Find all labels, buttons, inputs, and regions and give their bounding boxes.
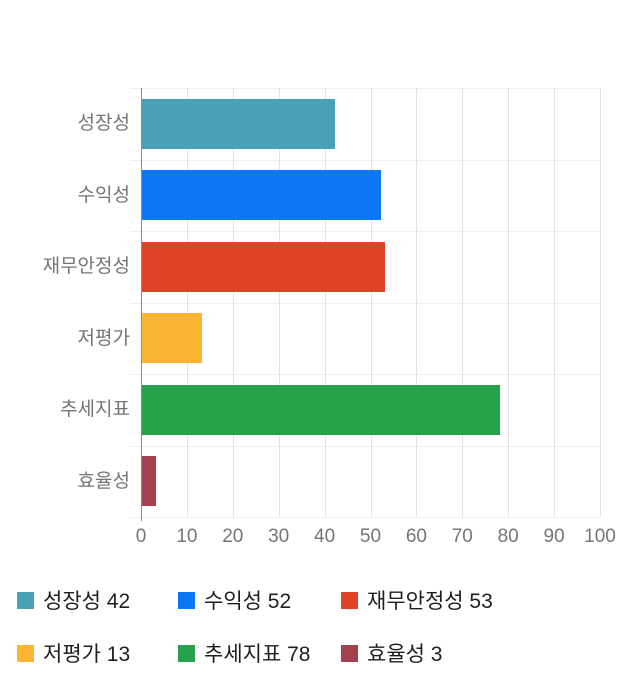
x-tick-label: 70 bbox=[451, 526, 473, 547]
legend-swatch bbox=[341, 644, 358, 662]
plot-area bbox=[130, 88, 601, 521]
gridline-x-90 bbox=[554, 88, 556, 517]
category-label: 효율성 bbox=[77, 470, 130, 492]
legend-item: 수익성 52 bbox=[178, 590, 291, 613]
legend-label: 효율성 3 bbox=[367, 643, 443, 666]
bar-2 bbox=[142, 170, 381, 221]
legend-label: 저평가 13 bbox=[43, 643, 131, 666]
gridline-horizontal bbox=[130, 374, 600, 375]
category-label: 추세지표 bbox=[60, 399, 130, 420]
gridline-horizontal bbox=[130, 445, 600, 447]
x-tick-label: 60 bbox=[405, 526, 427, 547]
category-label: 성장성 bbox=[77, 113, 130, 134]
legend-item: 성장성 42 bbox=[17, 590, 130, 613]
legend-label: 추세지표 78 bbox=[204, 643, 311, 666]
legend-swatch bbox=[178, 644, 195, 662]
legend-swatch bbox=[341, 591, 358, 609]
x-tick-label: 50 bbox=[359, 526, 382, 547]
gridline-x-70 bbox=[462, 88, 464, 517]
bar-3 bbox=[142, 241, 386, 292]
gridline-x-100 bbox=[600, 88, 601, 517]
gridline-x-30 bbox=[278, 88, 280, 517]
legend-item: 재무안정성 53 bbox=[341, 590, 493, 613]
x-tick-label: 30 bbox=[268, 526, 290, 547]
x-tick-label: 80 bbox=[497, 526, 519, 547]
legend-label: 재무안정성 53 bbox=[367, 590, 493, 613]
gridline-horizontal bbox=[130, 231, 600, 232]
x-tick-label: 40 bbox=[314, 526, 336, 547]
gridline-x-60 bbox=[416, 88, 418, 517]
bar-1 bbox=[142, 98, 335, 149]
legend-swatch bbox=[17, 591, 34, 609]
legend-item: 저평가 13 bbox=[17, 643, 130, 666]
legend-item: 추세지표 78 bbox=[178, 643, 310, 666]
x-tick-label: 20 bbox=[222, 526, 244, 547]
y-axis-line bbox=[141, 88, 142, 521]
gridline-x-40 bbox=[324, 88, 326, 517]
category-label: 수익성 bbox=[77, 184, 130, 206]
legend-swatch bbox=[17, 644, 34, 662]
bar-5 bbox=[142, 384, 501, 435]
gridline-horizontal bbox=[130, 159, 600, 161]
gridline-x-80 bbox=[508, 88, 510, 517]
gridline-horizontal bbox=[130, 88, 600, 89]
bar-6 bbox=[142, 456, 156, 507]
category-label: 재무안정성 bbox=[42, 256, 130, 277]
x-tick-label: 10 bbox=[176, 526, 198, 547]
x-tick-label: 100 bbox=[584, 526, 616, 547]
bar-4 bbox=[142, 313, 202, 364]
x-tick-label: 90 bbox=[543, 526, 565, 547]
legend-label: 성장성 42 bbox=[43, 590, 131, 613]
gridline-x-10 bbox=[186, 88, 188, 517]
legend-label: 수익성 52 bbox=[204, 590, 292, 613]
gridline-x-20 bbox=[232, 88, 234, 517]
gridline-horizontal bbox=[130, 517, 600, 518]
x-tick-label: 0 bbox=[135, 526, 147, 547]
category-label: 저평가 bbox=[77, 327, 130, 349]
gridline-horizontal bbox=[130, 302, 600, 304]
gridline-x-50 bbox=[370, 88, 372, 517]
legend-swatch bbox=[178, 591, 195, 609]
legend-item: 효율성 3 bbox=[341, 643, 442, 666]
